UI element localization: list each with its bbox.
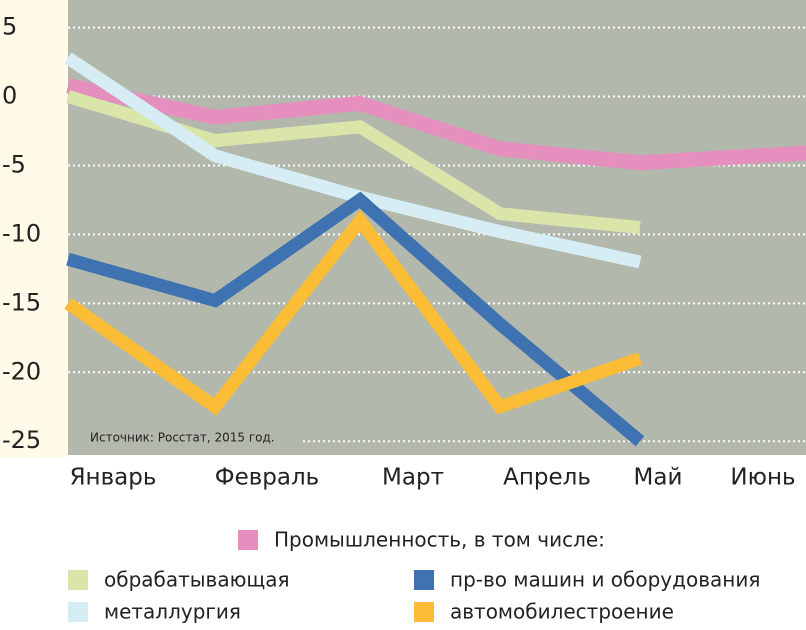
x-tick-label: Февраль: [215, 465, 319, 491]
legend-swatch: [414, 602, 434, 622]
x-tick-label: Январь: [70, 465, 157, 491]
legend-label: пр-во машин и оборудования: [450, 568, 760, 592]
series-line: [66, 191, 645, 447]
legend-swatch: [68, 570, 88, 590]
series-line: [66, 78, 806, 171]
x-tick-label: Март: [382, 465, 444, 491]
x-tick-label: Май: [634, 465, 683, 491]
annotation: Источник: Росстат, 2015 год.: [90, 431, 275, 445]
y-tick-label: 0: [2, 82, 17, 110]
annotation-background: [68, 424, 300, 452]
legend-label: металлургия: [104, 600, 241, 624]
y-tick-label: -20: [2, 357, 41, 385]
y-tick-label: -25: [2, 426, 41, 454]
y-tick-label: -15: [2, 288, 41, 316]
legend-swatch: [68, 602, 88, 622]
legend-swatch: [414, 570, 434, 590]
x-tick-label: Апрель: [503, 465, 591, 491]
y-tick-label: 5: [2, 13, 17, 41]
legend-label: обрабатывающая: [104, 568, 290, 592]
lines: [64, 52, 806, 447]
legend-swatch: [238, 530, 258, 550]
series-line: [64, 209, 643, 416]
y-tick-label: -5: [2, 150, 26, 178]
x-tick-label: Июнь: [730, 465, 795, 491]
y-tick-label: -10: [2, 219, 41, 247]
legend-label: автомобилестроение: [450, 600, 674, 624]
plot-area: [68, 0, 806, 455]
axis-background: [0, 0, 68, 458]
legend-label: Промышленность, в том числе:: [274, 528, 605, 552]
